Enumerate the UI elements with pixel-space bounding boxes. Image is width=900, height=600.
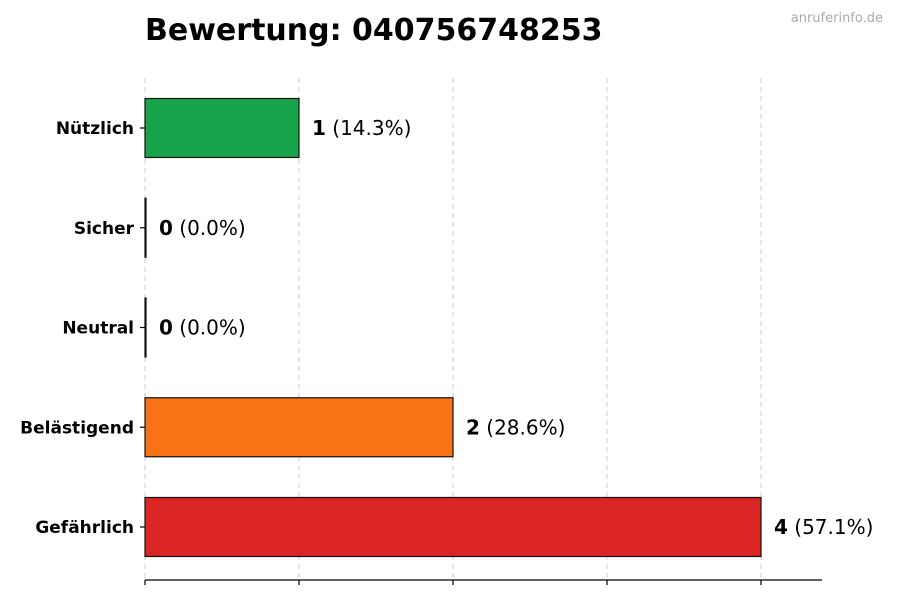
watermark: anruferinfo.de	[791, 11, 883, 26]
value-label: 0 (0.0%)	[159, 316, 246, 340]
value-percent: (57.1%)	[788, 515, 874, 539]
bar-gefährlich	[144, 496, 762, 558]
chart-title: Bewertung: 040756748253	[145, 13, 603, 48]
bar-sicher	[144, 197, 147, 258]
grid-lines	[144, 78, 762, 580]
value-percent: (14.3%)	[326, 116, 412, 140]
value-label: 0 (0.0%)	[159, 216, 246, 240]
bar-nützlich	[144, 97, 300, 159]
value-percent: (28.6%)	[480, 415, 566, 439]
value-percent: (0.0%)	[173, 216, 246, 240]
value-label: 1 (14.3%)	[312, 116, 411, 140]
category-label: Nützlich	[56, 119, 134, 139]
value-count: 4	[774, 515, 788, 539]
bar-belästigend	[144, 397, 454, 458]
value-label: 2 (28.6%)	[466, 415, 565, 439]
value-percent: (0.0%)	[173, 316, 246, 340]
value-count: 1	[312, 116, 326, 140]
category-label: Neutral	[62, 319, 134, 339]
bars	[144, 97, 762, 558]
value-count: 2	[466, 415, 480, 439]
labels: Nützlich 1 (14.3%) Sicher 0 (0.0%) Neutral 0 …	[20, 116, 873, 539]
axes	[140, 127, 822, 585]
value-label: 4 (57.1%)	[774, 515, 873, 539]
category-label: Gefährlich	[35, 518, 134, 538]
value-count: 0	[159, 216, 173, 240]
category-label: Sicher	[74, 219, 135, 239]
value-count: 0	[159, 316, 173, 340]
category-label: Belästigend	[20, 418, 134, 438]
bar-neutral	[144, 297, 147, 358]
